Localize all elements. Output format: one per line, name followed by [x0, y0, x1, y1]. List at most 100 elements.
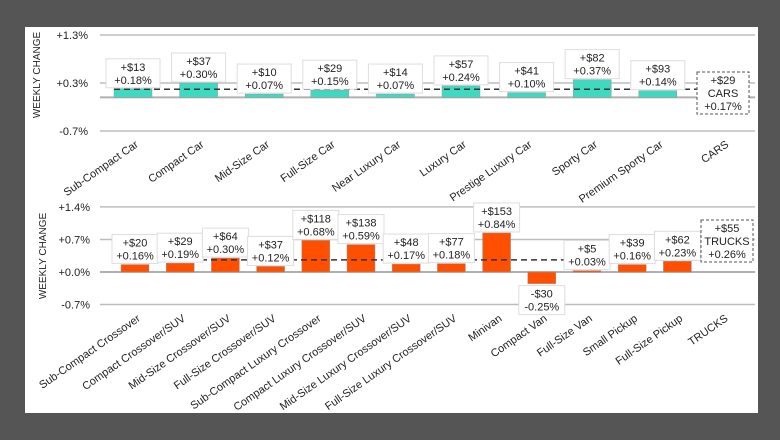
trucks-data-label-pct: +0.23% [659, 247, 697, 259]
cars-data-label-pct: +0.24% [442, 72, 480, 84]
cars-bar [376, 93, 415, 98]
cars-bar [507, 92, 546, 98]
cars-bar [113, 88, 153, 98]
trucks-bar [346, 244, 376, 273]
trucks-data-label-box [563, 240, 611, 271]
cars-data-label-dollar: +$82 [580, 53, 605, 65]
trucks-data-label-box [111, 234, 159, 265]
trucks-y-tick-label: +0.0% [59, 267, 91, 279]
cars-data-label-box [171, 52, 227, 83]
trucks-average-box [700, 219, 754, 263]
cars-data-label-box [630, 60, 686, 91]
trucks-data-label-dollar: +$39 [620, 238, 645, 250]
trucks-data-label-dollar: +$5 [578, 244, 597, 256]
cars-category-label: Compact Car [146, 138, 206, 185]
trucks-data-label-box [473, 202, 521, 233]
cars-bar [572, 79, 612, 98]
cars-y-tick-label: -0.7% [59, 126, 88, 138]
cars-data-label-pct: +0.18% [114, 75, 152, 87]
cars-y-tick-label: +1.3% [57, 30, 89, 42]
trucks-data-label-pct: -0.25% [524, 302, 559, 314]
cars-data-label-dollar: +$10 [252, 67, 277, 79]
trucks-bar [482, 232, 511, 273]
cars-average-box [696, 71, 750, 115]
cars-average-pct: +0.17% [704, 101, 742, 113]
trucks-y-tick-label: +0.7% [59, 234, 91, 246]
cars-data-label-dollar: +$13 [121, 62, 146, 74]
cars-category-label: CARS [699, 139, 731, 166]
trucks-data-label-box [427, 233, 475, 264]
trucks-data-label-dollar: +$62 [665, 234, 690, 246]
trucks-data-label-dollar: +$77 [439, 237, 464, 249]
cars-data-label-dollar: +$57 [449, 59, 474, 71]
trucks-data-label-box [292, 209, 340, 240]
trucks-data-label-pct: +0.68% [297, 226, 335, 238]
trucks-data-label-box [201, 227, 249, 258]
cars-y-axis-label: WEEKLY CHANGE [32, 32, 43, 119]
trucks-bar [301, 240, 331, 273]
cars-data-label-dollar: +$41 [514, 66, 539, 78]
trucks-y-tick-label: -0.7% [61, 300, 90, 312]
cars-bar [244, 93, 284, 98]
trucks-data-label-box [653, 230, 701, 261]
cars-data-label-pct: +0.07% [245, 80, 283, 92]
trucks-category-label: Minivan [466, 313, 504, 345]
cars-bar [441, 85, 481, 98]
cars-data-label-box [236, 63, 292, 94]
trucks-bar [527, 271, 557, 284]
trucks-data-label-pct: +0.03% [568, 257, 606, 269]
trucks-data-label-pct: +0.16% [613, 251, 651, 263]
trucks-data-label-dollar: -$30 [531, 289, 553, 301]
cars-data-label-dollar: +$29 [317, 63, 342, 75]
trucks-data-label-pct: +0.19% [161, 249, 199, 261]
trucks-data-label-pct: +0.84% [478, 219, 516, 231]
cars-data-label-box [302, 59, 358, 90]
cars-data-label-pct: +0.07% [377, 80, 415, 92]
trucks-y-tick-label: +1.4% [59, 202, 91, 214]
cars-category-label: Sub-Compact Car [62, 138, 141, 199]
cars-data-label-box [564, 49, 620, 80]
cars-category-label: Mid-Size Car [213, 138, 272, 184]
trucks-average-pct: +0.26% [708, 249, 746, 261]
trucks-data-label-pct: +0.30% [207, 244, 245, 256]
trucks-data-label-pct: +0.17% [387, 250, 425, 262]
trucks-bar [165, 262, 195, 273]
trucks-data-label-pct: +0.59% [342, 231, 380, 243]
cars-average-dollar: +$29 [711, 75, 736, 87]
cars-y-tick-label: +0.3% [57, 78, 89, 90]
trucks-data-label-box [156, 232, 204, 263]
cars-category-label: Luxury Car [418, 138, 469, 179]
cars-category-label: Full-Size Car [279, 138, 338, 184]
trucks-bar [663, 261, 692, 273]
trucks-data-label-pct: +0.16% [116, 251, 154, 263]
trucks-bar [572, 270, 602, 273]
trucks-data-label-dollar: +$64 [213, 231, 238, 243]
cars-data-label-pct: +0.10% [508, 79, 546, 91]
cars-bar [638, 90, 678, 98]
cars-data-label-pct: +0.30% [180, 69, 218, 81]
cars-data-label-dollar: +$14 [383, 67, 408, 79]
trucks-y-axis-label: WEEKLY CHANGE [38, 213, 49, 300]
trucks-average-dollar: +$55 [715, 223, 740, 235]
trucks-bar [617, 264, 647, 273]
cars-data-label-box [367, 63, 423, 94]
trucks-bar [120, 264, 150, 273]
trucks-bar [211, 257, 240, 273]
trucks-data-label-dollar: +$153 [481, 206, 512, 218]
cars-data-label-pct: +0.37% [573, 66, 611, 78]
trucks-data-label-box [247, 235, 295, 266]
trucks-category-label: TRUCKS [686, 313, 730, 349]
cars-bar [310, 89, 350, 98]
trucks-data-label-dollar: +$20 [123, 238, 148, 250]
cars-data-label-dollar: +$37 [186, 56, 211, 68]
cars-data-label-dollar: +$93 [645, 64, 670, 76]
trucks-bar [437, 263, 466, 273]
cars-data-label-pct: +0.14% [639, 77, 677, 89]
cars-average-name: CARS [708, 88, 739, 100]
cars-data-label-box [105, 58, 161, 89]
trucks-data-label-dollar: +$48 [394, 237, 419, 249]
trucks-data-label-dollar: +$37 [258, 239, 283, 251]
cars-category-label: Sporty Car [550, 138, 600, 178]
trucks-bar [391, 263, 421, 273]
